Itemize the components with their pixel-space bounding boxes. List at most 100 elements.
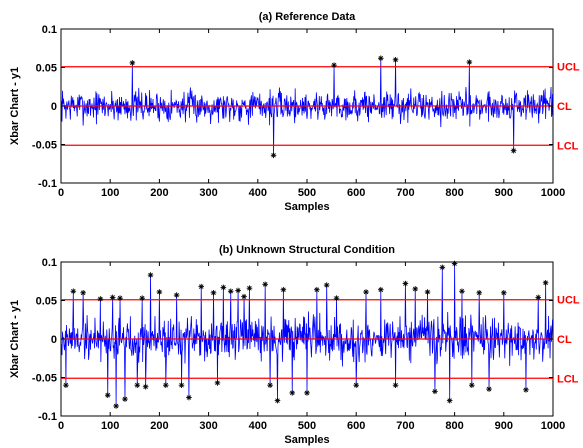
- outlier-marker: [439, 264, 446, 271]
- x-tick-label: 1000: [541, 187, 565, 199]
- control-limit-label-lcl: LCL: [557, 373, 579, 385]
- x-tick-label: 0: [58, 187, 64, 199]
- outlier-marker: [156, 289, 163, 295]
- x-tick-label: 100: [101, 187, 119, 199]
- outlier-marker: [70, 288, 77, 295]
- outlier-marker: [104, 392, 111, 399]
- outlier-marker: [117, 295, 123, 301]
- outlier-marker: [210, 290, 217, 296]
- outlier-marker: [289, 390, 296, 396]
- outlier-marker: [227, 288, 234, 295]
- outlier-marker: [109, 294, 116, 301]
- outlier-marker: [173, 292, 180, 298]
- outlier-marker: [304, 390, 310, 396]
- outlier-marker: [446, 397, 453, 404]
- outlier-marker: [469, 382, 475, 388]
- outlier-marker: [267, 382, 273, 388]
- outlier-marker: [270, 152, 277, 159]
- outlier-marker: [129, 60, 136, 66]
- outlier-marker: [246, 285, 253, 291]
- outlier-marker: [476, 290, 482, 296]
- x-tick-label: 800: [445, 187, 463, 199]
- x-tick-label: 200: [150, 420, 168, 432]
- outlier-marker: [523, 387, 529, 393]
- y-tick-label: 0.05: [36, 296, 57, 308]
- y-axis-label: Xbar Chart - y1: [9, 300, 21, 378]
- x-tick-label: 400: [249, 420, 267, 432]
- outlier-marker: [542, 279, 549, 286]
- y-tick-label: -0.05: [32, 140, 57, 152]
- y-tick-label: 0: [51, 101, 57, 113]
- outlier-marker: [198, 283, 205, 290]
- outlier-marker: [274, 397, 281, 404]
- x-tick-label: 600: [347, 187, 365, 199]
- chart-title: (b) Unknown Structural Condition: [219, 244, 395, 256]
- outlier-marker: [363, 289, 369, 295]
- outlier-marker: [142, 383, 149, 390]
- chart-panel-1: (b) Unknown Structural Condition UCL CL LCL…: [9, 244, 580, 446]
- control-limit-label-ucl: UCL: [557, 62, 580, 74]
- outlier-marker: [214, 380, 221, 386]
- outlier-marker: [331, 62, 337, 68]
- data-series-line: [60, 58, 553, 156]
- x-tick-label: 500: [298, 187, 316, 199]
- y-tick-label: -0.05: [32, 373, 57, 385]
- x-axis-label: Samples: [284, 434, 329, 446]
- control-limit-label-lcl: LCL: [557, 140, 579, 152]
- outlier-marker: [97, 296, 104, 302]
- y-tick-label: 0.05: [36, 63, 57, 75]
- outlier-marker: [139, 295, 145, 301]
- outlier-marker: [459, 288, 465, 295]
- x-axis-label: Samples: [284, 201, 329, 213]
- outlier-marker: [134, 382, 141, 388]
- y-tick-label: 0: [51, 334, 57, 346]
- outlier-marker: [80, 290, 86, 296]
- outlier-marker: [432, 388, 438, 395]
- outlier-marker: [235, 287, 241, 294]
- chart-title: (a) Reference Data: [259, 11, 356, 23]
- outlier-marker: [280, 286, 287, 293]
- x-tick-label: 500: [298, 420, 316, 432]
- outlier-marker: [535, 294, 542, 301]
- outlier-marker: [333, 295, 340, 301]
- outlier-marker: [162, 382, 169, 388]
- data-series-line: [60, 263, 553, 406]
- y-tick-label: -0.1: [38, 178, 57, 190]
- x-tick-label: 1000: [541, 420, 565, 432]
- x-tick-label: 300: [199, 420, 217, 432]
- y-tick-label: -0.1: [38, 411, 57, 423]
- x-tick-label: 900: [495, 187, 513, 199]
- x-tick-label: 700: [396, 187, 414, 199]
- outlier-marker: [402, 280, 409, 287]
- control-limit-label-cl: CL: [557, 101, 572, 113]
- outlier-marker: [424, 289, 431, 295]
- outlier-marker: [262, 281, 268, 288]
- outlier-marker: [486, 386, 492, 392]
- control-limit-label-ucl: UCL: [557, 295, 580, 307]
- outlier-marker: [353, 382, 359, 388]
- outlier-marker: [63, 382, 69, 388]
- x-tick-label: 900: [495, 420, 513, 432]
- outlier-marker: [466, 59, 473, 65]
- outlier-marker: [501, 290, 507, 296]
- outlier-marker: [220, 284, 227, 291]
- x-tick-label: 600: [347, 420, 365, 432]
- x-tick-label: 0: [58, 420, 64, 432]
- x-tick-label: 800: [445, 420, 463, 432]
- outlier-marker: [186, 394, 192, 401]
- x-tick-label: 200: [150, 187, 168, 199]
- outlier-marker: [378, 286, 384, 293]
- outlier-marker: [378, 55, 384, 62]
- x-tick-label: 700: [396, 420, 414, 432]
- outlier-marker: [147, 272, 154, 278]
- y-tick-label: 0.1: [42, 257, 57, 269]
- outlier-marker: [178, 382, 185, 388]
- outlier-marker: [113, 403, 119, 409]
- outlier-marker: [241, 293, 247, 300]
- x-tick-label: 300: [199, 187, 217, 199]
- outlier-marker: [323, 282, 330, 288]
- outlier-marker: [122, 396, 128, 402]
- chart-panel-0: (a) Reference Data UCL CL LCL 0 100 200 300 400 5…: [9, 11, 580, 213]
- control-limit-label-cl: CL: [557, 334, 572, 346]
